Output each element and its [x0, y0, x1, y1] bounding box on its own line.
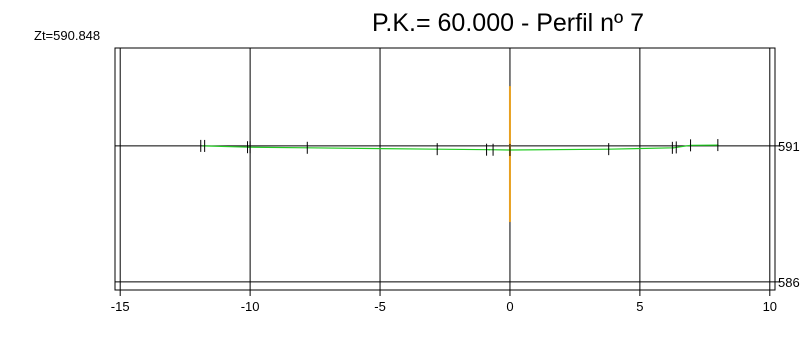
x-tick-label: 5 [636, 299, 643, 314]
grid-lines [115, 48, 781, 296]
x-tick-label: -5 [374, 299, 386, 314]
profile-point [202, 145, 205, 147]
vertex-marks [200, 139, 719, 156]
x-tick-label: -15 [111, 299, 130, 314]
profile-point [488, 148, 490, 151]
x-tick-label: -10 [241, 299, 260, 314]
x-ticks: -15 -10 -5 0 5 10 [111, 299, 777, 314]
profile-line [203, 144, 718, 151]
plot-frame [114, 47, 776, 291]
y-tick-label: 586 [778, 275, 800, 290]
profile-series [202, 144, 719, 151]
datum-label: Zt=590.848 [34, 28, 100, 43]
profile-point [248, 146, 250, 149]
x-tick-label: 0 [506, 299, 513, 314]
chart-title: P.K.= 60.000 - Perfil nº 7 [372, 9, 644, 37]
y-tick-label: 591 [778, 139, 800, 154]
y-ticks: 586 591 [778, 139, 800, 290]
x-tick-label: 10 [763, 299, 777, 314]
profile-point [672, 146, 675, 149]
